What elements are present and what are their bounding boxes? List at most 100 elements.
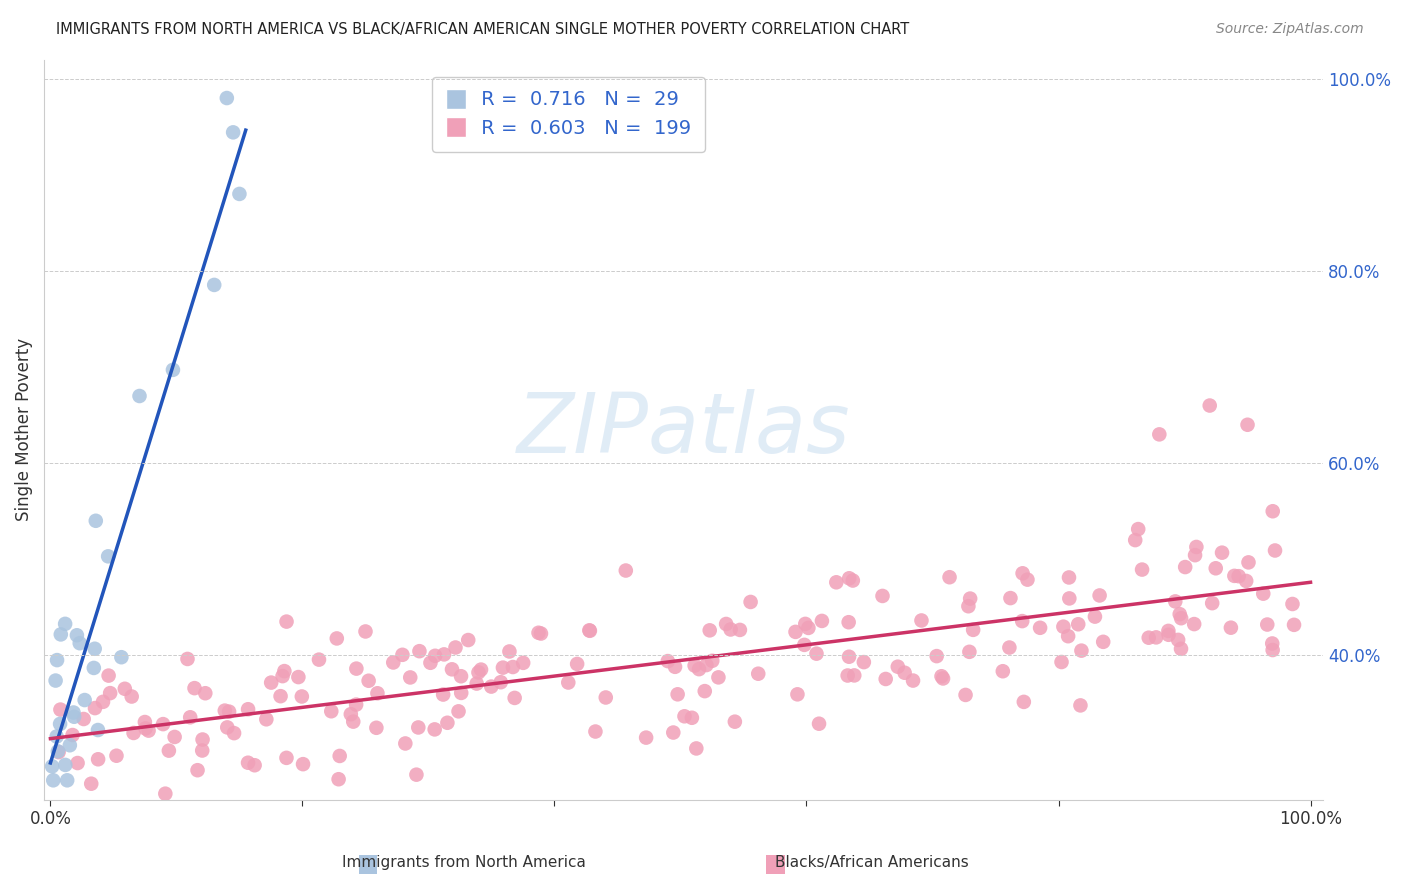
Point (693, 684, 716, 698)
Point (155, 787, 177, 801)
Point (1000, 591, 1022, 605)
Point (1185, 540, 1208, 554)
Point (399, 670, 422, 684)
Point (291, 690, 314, 704)
Point (46, 744, 69, 758)
Text: IMMIGRANTS FROM NORTH AMERICA VS BLACK/AFRICAN AMERICAN SINGLE MOTHER POVERTY CO: IMMIGRANTS FROM NORTH AMERICA VS BLACK/A… (56, 22, 910, 37)
Point (1251, 587, 1274, 601)
Point (49, 717, 72, 731)
Point (45, 730, 67, 744)
Point (1069, 698, 1091, 713)
Point (344, 662, 367, 676)
Point (236, 702, 259, 716)
Point (685, 741, 707, 756)
Point (932, 672, 955, 686)
Point (243, 758, 266, 772)
Point (467, 665, 489, 680)
Point (1236, 417, 1258, 432)
Point (959, 591, 981, 606)
Point (1011, 614, 1033, 628)
Point (808, 716, 831, 731)
Text: Blacks/African Americans: Blacks/African Americans (775, 855, 969, 870)
Point (1174, 560, 1197, 574)
Point (470, 663, 492, 677)
Point (844, 668, 866, 682)
Point (1011, 566, 1033, 581)
Point (688, 662, 710, 676)
Point (191, 732, 214, 747)
Point (423, 648, 446, 663)
Point (157, 744, 180, 758)
Point (875, 672, 897, 686)
Point (271, 669, 294, 683)
Point (73, 693, 96, 707)
Point (41, 759, 63, 773)
Point (579, 624, 602, 638)
Legend:  R =  0.716   N =  29,  R =  0.603   N =  199: R = 0.716 N = 29, R = 0.603 N = 199 (432, 77, 704, 152)
Point (1164, 594, 1187, 608)
Point (991, 665, 1014, 679)
Point (1281, 597, 1303, 611)
Point (852, 655, 875, 669)
Point (222, 726, 245, 740)
Point (56, 773, 79, 788)
Point (673, 709, 696, 723)
Point (962, 623, 984, 637)
Point (366, 721, 388, 735)
Point (276, 615, 298, 629)
Point (49, 703, 72, 717)
Point (433, 648, 456, 662)
Point (1157, 624, 1180, 638)
Point (1144, 631, 1167, 645)
Point (1223, 569, 1246, 583)
Point (183, 681, 205, 695)
Point (1012, 695, 1035, 709)
Point (62, 706, 84, 720)
Point (786, 687, 808, 701)
Point (1029, 621, 1052, 635)
Point (214, 704, 236, 718)
Point (794, 616, 817, 631)
Point (1227, 569, 1250, 583)
Point (557, 675, 579, 690)
Point (419, 656, 441, 670)
Point (728, 623, 751, 637)
Point (202, 277, 225, 292)
Point (666, 687, 689, 701)
Point (1123, 533, 1146, 547)
Point (45, 673, 67, 688)
Point (614, 564, 637, 578)
Point (450, 686, 472, 700)
Point (720, 623, 742, 637)
Point (785, 624, 807, 639)
Point (806, 647, 828, 661)
Point (747, 666, 769, 681)
Point (838, 571, 860, 585)
Point (707, 670, 730, 684)
Point (48, 745, 70, 759)
Point (80, 777, 103, 791)
Point (1282, 617, 1305, 632)
Point (1182, 617, 1205, 632)
Point (957, 599, 980, 614)
Point (1084, 609, 1107, 624)
Point (657, 654, 679, 668)
Point (479, 680, 502, 694)
Text: Source: ZipAtlas.com: Source: ZipAtlas.com (1216, 22, 1364, 37)
Point (408, 721, 430, 735)
Point (1237, 555, 1260, 569)
Point (887, 659, 910, 673)
Point (53, 758, 76, 772)
Point (681, 711, 703, 725)
Point (1234, 574, 1257, 588)
Point (97, 549, 120, 564)
Point (1198, 399, 1220, 413)
Point (492, 660, 515, 674)
Point (955, 688, 977, 702)
Point (83, 641, 105, 656)
Point (218, 705, 240, 719)
Point (1057, 629, 1080, 643)
Point (724, 714, 747, 729)
Point (84, 701, 107, 715)
Point (321, 704, 343, 718)
